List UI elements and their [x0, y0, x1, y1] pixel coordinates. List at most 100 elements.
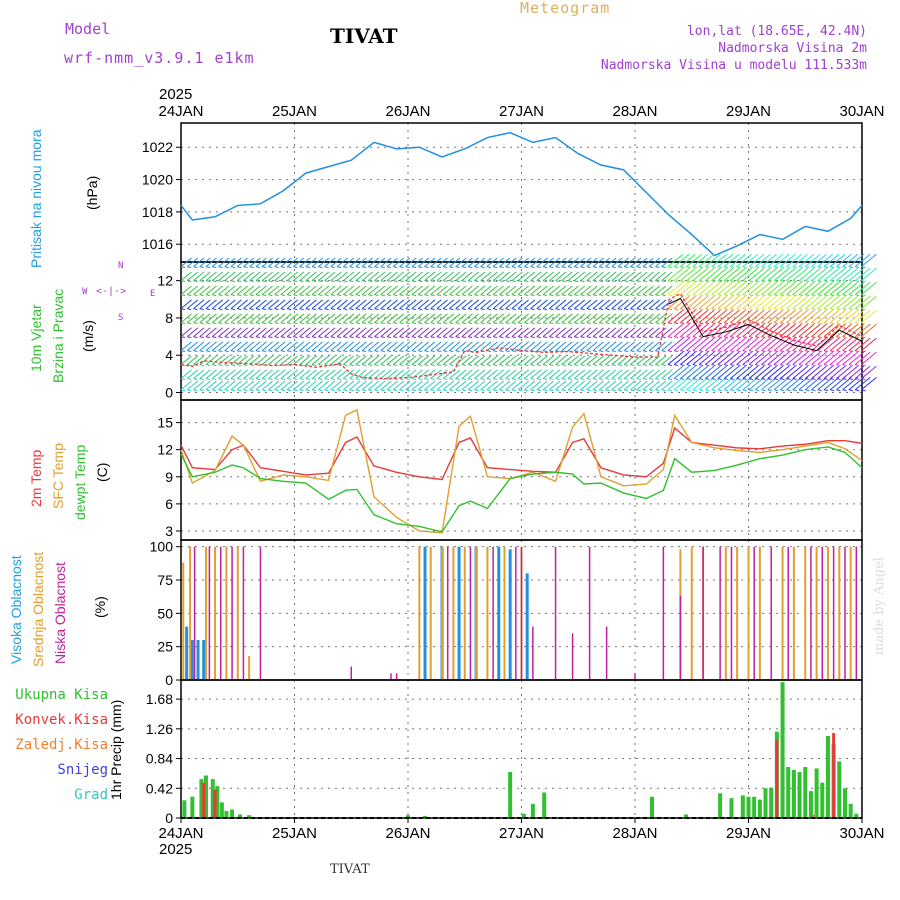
wind-barb	[705, 350, 710, 353]
wind-barb	[705, 376, 721, 391]
wind-barb	[180, 355, 192, 365]
wind-barb	[723, 309, 740, 323]
cloud-mid-bar	[503, 546, 506, 679]
wind-barb	[386, 380, 398, 391]
wind-barb	[705, 308, 710, 311]
wind-barb	[848, 294, 854, 297]
wind-barb	[461, 280, 467, 283]
wind-barb	[842, 253, 859, 268]
wind-barb	[742, 280, 747, 283]
wind-barb	[230, 341, 242, 351]
wind-barb	[287, 280, 292, 283]
time-label-bottom: 30JAN	[839, 825, 884, 842]
wind-barb	[436, 271, 448, 282]
wind-barb	[530, 389, 535, 392]
wind-barb	[280, 294, 286, 297]
wind-barb	[823, 308, 829, 311]
wind-barb	[299, 257, 311, 268]
wind-barb	[686, 378, 691, 381]
wind-barb	[399, 322, 404, 325]
wind-barb	[823, 350, 829, 353]
wind-barb	[548, 355, 561, 365]
wind-barb	[455, 369, 467, 379]
wind-barb	[255, 271, 267, 282]
wind-barb	[598, 327, 611, 337]
wind-barb	[549, 266, 554, 269]
wind-barb	[848, 309, 865, 323]
wind-barb	[199, 364, 204, 367]
wind-barb	[349, 369, 361, 379]
wind-barb	[548, 380, 561, 391]
wind-barb	[486, 285, 498, 296]
wind-barb	[318, 257, 330, 268]
wind-barb	[817, 323, 834, 337]
wind-barb	[536, 257, 548, 268]
wind-barb	[330, 380, 342, 391]
cloud-low-bar	[219, 546, 222, 679]
wind-barb	[280, 308, 286, 311]
wind-barb	[318, 378, 323, 381]
wind-barb	[517, 280, 523, 283]
wind-barb	[842, 322, 847, 325]
wind-barb	[686, 351, 702, 365]
wind-barb	[443, 336, 448, 339]
wind-barb	[486, 322, 492, 325]
wind-barb	[798, 351, 815, 365]
wind-barb	[567, 308, 573, 311]
wind-barb	[567, 380, 579, 391]
wind-barb	[524, 355, 536, 365]
cloud-low-bar	[515, 546, 517, 679]
wind-barb	[792, 378, 797, 381]
wind-barb	[386, 364, 392, 367]
wind-barb	[592, 257, 604, 268]
wind-barb	[224, 350, 229, 353]
wind-barb	[780, 336, 785, 339]
wind-barb	[474, 389, 479, 392]
wind-barb	[655, 378, 660, 381]
wind-barb	[293, 271, 305, 282]
wind-barb	[268, 369, 280, 379]
wind-barb	[680, 295, 696, 310]
wind-barb	[212, 266, 217, 269]
cloud-low-bar	[554, 546, 557, 679]
wind-barb	[717, 365, 734, 379]
wind-barb	[711, 365, 727, 379]
wind-barb	[636, 350, 641, 353]
wind-barb	[268, 308, 273, 311]
wind-barb	[786, 376, 802, 391]
wind-barb	[761, 323, 777, 337]
wind-barb	[330, 327, 342, 337]
wind-barb	[324, 341, 336, 351]
wind-barb	[598, 380, 611, 391]
wind-barb	[180, 266, 186, 269]
wind-barb	[405, 369, 417, 379]
wind-barb	[517, 336, 523, 339]
wind-barb	[692, 266, 698, 269]
wind-barb	[393, 389, 398, 392]
wind-barb	[773, 267, 790, 282]
wind-barb	[474, 257, 486, 268]
wind-barb	[586, 389, 591, 392]
wind-barb	[811, 350, 816, 353]
wind-barb	[374, 350, 379, 353]
cloud-mid-bar	[248, 656, 251, 679]
wind-barb	[262, 294, 267, 297]
wind-barb	[742, 267, 759, 282]
wind-barb	[224, 378, 229, 381]
wind-barb	[542, 257, 554, 268]
wind-barb	[792, 309, 809, 323]
wind-barb	[823, 280, 829, 283]
wind-barb	[823, 323, 840, 337]
wind-barb	[393, 322, 398, 325]
wind-barb	[411, 327, 423, 337]
wind-barb	[580, 364, 585, 367]
wind-barb	[723, 253, 740, 268]
wind-barb	[580, 280, 585, 283]
wind-barb	[268, 294, 273, 297]
wind-barb	[524, 299, 536, 310]
wind-barb	[367, 341, 380, 351]
wind-barb	[574, 308, 579, 311]
precip-conv-bar	[213, 789, 217, 817]
wind-barb	[205, 299, 217, 310]
wind-barb	[361, 285, 373, 296]
